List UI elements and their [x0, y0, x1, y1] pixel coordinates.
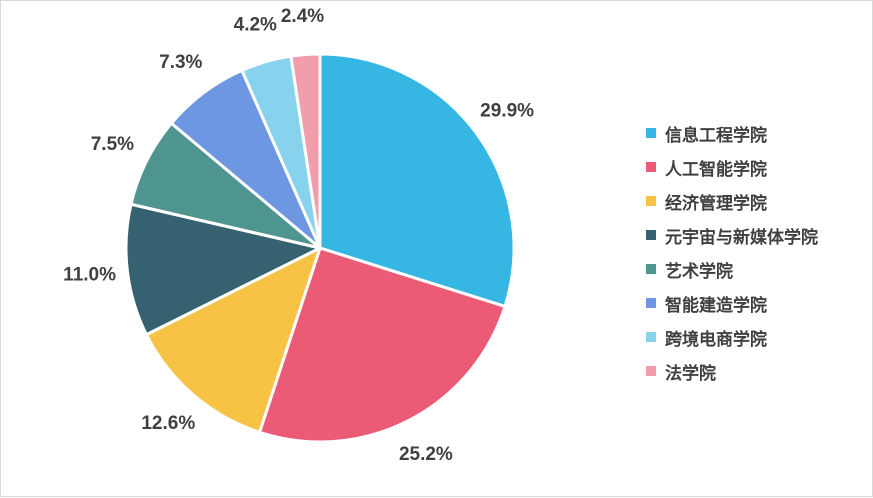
legend-swatch [646, 230, 656, 240]
slice-percent-label: 4.2% [234, 15, 277, 36]
legend-label: 信息工程学院 [665, 125, 767, 146]
legend-swatch [646, 298, 656, 308]
slice-percent-label: 7.5% [91, 134, 134, 155]
legend-swatch [646, 264, 656, 274]
legend-label: 智能建造学院 [665, 295, 767, 316]
slice-percent-label: 12.6% [141, 413, 195, 434]
legend-swatch [646, 332, 656, 342]
legend-item: 法学院 [646, 354, 818, 388]
legend-item: 艺术学院 [646, 252, 818, 286]
legend-label: 人工智能学院 [665, 159, 767, 180]
pie-slice [318, 52, 516, 308]
legend-item: 智能建造学院 [646, 286, 818, 320]
legend-label: 元宇宙与新媒体学院 [665, 227, 818, 248]
legend-item: 信息工程学院 [646, 116, 818, 150]
pie-slices [124, 52, 516, 444]
legend-label: 经济管理学院 [665, 193, 767, 214]
legend-swatch [646, 162, 656, 172]
legend-label: 艺术学院 [665, 261, 733, 282]
legend-item: 元宇宙与新媒体学院 [646, 218, 818, 252]
legend-swatch [646, 196, 656, 206]
slice-percent-label: 2.4% [281, 6, 324, 27]
pie-slice [144, 246, 322, 434]
legend-label: 跨境电商学院 [665, 329, 767, 350]
legend-item: 经济管理学院 [646, 184, 818, 218]
pie-data-labels: 29.9% 25.2% 12.6% 11.0% 7.5% 7.3% 4.2% 2.4% [63, 6, 534, 465]
legend-swatch [646, 128, 656, 138]
legend: 信息工程学院 人工智能学院 经济管理学院 元宇宙与新媒体学院 艺术学院 智能建造… [646, 116, 818, 388]
slice-percent-label: 11.0% [63, 265, 116, 286]
legend-swatch [646, 366, 656, 376]
legend-label: 法学院 [665, 363, 716, 384]
slice-percent-label: 25.2% [399, 444, 453, 465]
pie-slice [289, 52, 322, 250]
pie-slice [258, 246, 507, 444]
slice-percent-label: 29.9% [480, 100, 534, 121]
legend-item: 跨境电商学院 [646, 320, 818, 354]
slice-percent-label: 7.3% [159, 52, 202, 73]
legend-item: 人工智能学院 [646, 150, 818, 184]
